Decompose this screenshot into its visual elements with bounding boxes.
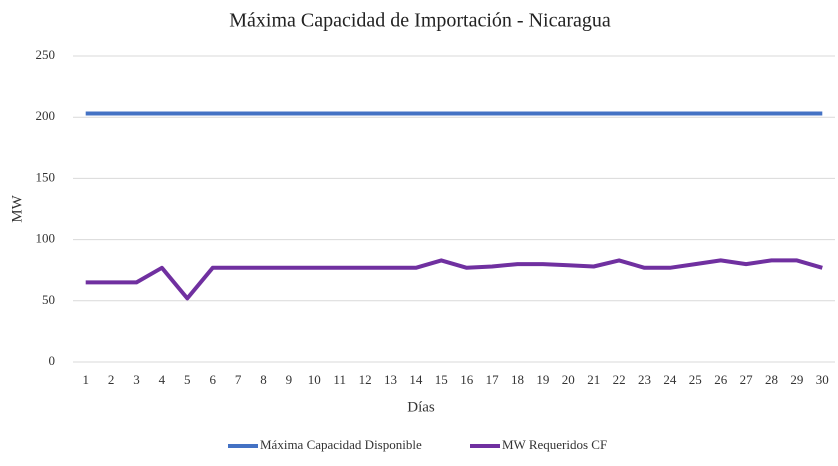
- x-tick-label: 17: [486, 372, 500, 387]
- x-tick-label: 24: [663, 372, 677, 387]
- x-tick-label: 15: [435, 372, 448, 387]
- x-tick-label: 12: [359, 372, 372, 387]
- y-tick-label: 0: [49, 353, 56, 368]
- x-tick-label: 5: [184, 372, 191, 387]
- x-tick-label: 1: [82, 372, 89, 387]
- x-tick-label: 20: [562, 372, 575, 387]
- y-axis-title: MW: [9, 194, 25, 222]
- x-tick-label: 22: [613, 372, 626, 387]
- x-tick-label: 4: [159, 372, 166, 387]
- x-axis-title: Días: [407, 399, 435, 415]
- x-tick-label: 6: [209, 372, 216, 387]
- x-tick-label: 25: [689, 372, 702, 387]
- x-tick-label: 14: [409, 372, 423, 387]
- series-line: [85, 258, 823, 301]
- x-tick-label: 29: [790, 372, 803, 387]
- x-tick-label: 9: [286, 372, 293, 387]
- y-tick-label: 250: [36, 47, 56, 62]
- x-tick-label: 13: [384, 372, 397, 387]
- x-tick-label: 19: [536, 372, 549, 387]
- y-tick-label: 100: [36, 231, 56, 246]
- x-tick-label: 16: [460, 372, 474, 387]
- y-tick-label: 50: [42, 292, 55, 307]
- x-tick-label: 18: [511, 372, 524, 387]
- legend-label: Máxima Capacidad Disponible: [260, 437, 422, 452]
- x-tick-label: 3: [133, 372, 140, 387]
- x-tick-label: 26: [714, 372, 728, 387]
- legend-label: MW Requeridos CF: [502, 437, 607, 452]
- x-tick-label: 10: [308, 372, 321, 387]
- x-tick-label: 30: [816, 372, 829, 387]
- y-tick-label: 150: [36, 169, 56, 184]
- x-tick-label: 27: [740, 372, 754, 387]
- x-tick-label: 8: [260, 372, 267, 387]
- x-tick-label: 28: [765, 372, 778, 387]
- x-tick-label: 11: [333, 372, 346, 387]
- x-tick-label: 7: [235, 372, 242, 387]
- chart-title: Máxima Capacidad de Importación - Nicara…: [229, 10, 611, 32]
- y-tick-label: 200: [36, 108, 56, 123]
- x-tick-label: 21: [587, 372, 600, 387]
- x-tick-label: 2: [108, 372, 115, 387]
- x-tick-label: 23: [638, 372, 651, 387]
